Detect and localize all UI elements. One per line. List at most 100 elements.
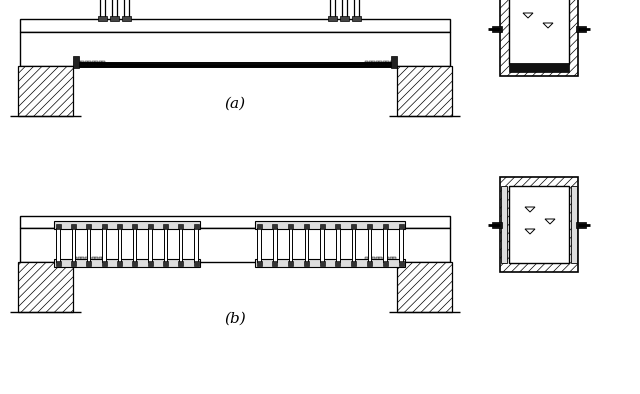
Bar xyxy=(330,0,335,19)
Bar xyxy=(386,257,389,262)
Bar xyxy=(399,228,403,262)
Bar xyxy=(88,61,91,66)
Bar xyxy=(509,63,569,72)
Bar xyxy=(379,257,382,262)
Bar xyxy=(88,257,91,262)
Bar xyxy=(20,19,450,32)
Bar xyxy=(102,257,105,262)
Bar xyxy=(383,228,387,262)
Bar xyxy=(20,228,450,262)
Bar xyxy=(255,221,405,229)
Bar xyxy=(321,228,324,262)
Bar xyxy=(133,228,136,262)
Bar xyxy=(77,61,81,66)
Bar xyxy=(147,261,152,266)
Bar xyxy=(576,26,586,32)
Bar xyxy=(397,66,452,116)
Bar xyxy=(255,259,405,267)
Bar xyxy=(18,66,73,116)
Bar xyxy=(72,228,75,262)
Bar xyxy=(77,257,81,262)
Bar xyxy=(99,257,102,262)
Bar xyxy=(335,261,340,266)
Bar xyxy=(367,261,372,266)
Bar xyxy=(163,261,168,266)
Bar xyxy=(288,223,293,229)
Bar xyxy=(193,223,198,229)
Bar xyxy=(112,0,117,19)
Bar xyxy=(509,0,569,64)
Bar xyxy=(383,223,388,229)
Bar xyxy=(117,261,122,266)
Bar xyxy=(56,228,60,262)
Bar xyxy=(257,223,262,229)
Bar xyxy=(319,261,324,266)
Bar xyxy=(367,223,372,229)
Bar xyxy=(257,261,262,266)
Bar xyxy=(164,228,167,262)
Bar xyxy=(289,228,292,262)
Bar xyxy=(193,261,198,266)
Bar xyxy=(369,257,371,262)
Bar xyxy=(492,222,502,228)
Bar xyxy=(393,61,396,66)
Bar xyxy=(351,261,356,266)
Bar xyxy=(376,257,378,262)
Bar xyxy=(492,26,502,32)
Polygon shape xyxy=(545,219,555,224)
Bar xyxy=(257,228,260,262)
Bar xyxy=(178,223,183,229)
Bar xyxy=(571,186,577,263)
Bar xyxy=(365,61,368,66)
Bar xyxy=(92,257,95,262)
Bar xyxy=(390,257,392,262)
Bar xyxy=(390,61,392,66)
Bar xyxy=(102,228,106,262)
Bar xyxy=(272,261,277,266)
Bar xyxy=(391,56,397,68)
Bar xyxy=(86,261,91,266)
Bar xyxy=(118,228,121,262)
Bar xyxy=(102,61,105,66)
Bar xyxy=(148,228,152,262)
Bar xyxy=(95,61,98,66)
Bar xyxy=(340,16,349,21)
Bar xyxy=(376,61,378,66)
Bar xyxy=(399,261,403,266)
Bar xyxy=(18,262,73,312)
Bar xyxy=(122,16,131,21)
Polygon shape xyxy=(525,229,535,234)
Bar xyxy=(195,228,198,262)
Bar xyxy=(501,186,507,263)
Bar xyxy=(368,228,371,262)
Bar xyxy=(372,257,375,262)
Bar xyxy=(84,61,88,66)
Bar xyxy=(81,257,84,262)
Bar xyxy=(328,16,337,21)
Bar xyxy=(20,216,450,228)
Bar xyxy=(379,61,382,66)
Bar xyxy=(305,228,308,262)
Bar xyxy=(54,259,200,267)
Bar xyxy=(56,261,61,266)
Bar xyxy=(354,0,359,19)
Bar xyxy=(71,223,76,229)
Bar xyxy=(335,223,340,229)
Bar xyxy=(383,61,385,66)
Bar xyxy=(383,261,388,266)
Bar xyxy=(178,261,183,266)
Bar xyxy=(132,261,137,266)
Bar xyxy=(98,16,107,21)
Bar xyxy=(95,257,98,262)
Bar xyxy=(117,223,122,229)
Bar xyxy=(576,222,586,228)
Bar xyxy=(369,61,371,66)
Bar xyxy=(74,257,77,262)
Bar xyxy=(84,257,88,262)
Bar xyxy=(102,261,106,266)
Bar xyxy=(20,32,450,66)
Bar xyxy=(179,228,182,262)
Bar xyxy=(365,257,368,262)
Bar xyxy=(352,16,361,21)
Bar xyxy=(288,261,293,266)
